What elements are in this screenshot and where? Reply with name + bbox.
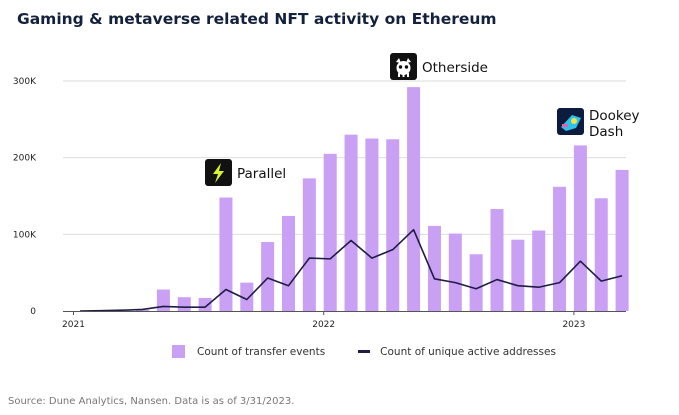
- chart-title: Gaming & metaverse related NFT activity …: [17, 10, 497, 28]
- dookey-dash-logo-icon: [557, 108, 584, 135]
- y-tick-label: 200K: [13, 154, 37, 164]
- y-tick-label: 300K: [13, 77, 37, 87]
- annotation-parallel: Parallel: [205, 159, 286, 186]
- bar: [219, 197, 233, 311]
- x-axis-ticks: 2021 2022 2023: [62, 320, 585, 330]
- source-note: Source: Dune Analytics, Nansen. Data is …: [8, 396, 295, 407]
- y-tick-label: 100K: [13, 230, 37, 240]
- bar: [427, 225, 441, 311]
- annotation-otherside: Otherside: [390, 53, 488, 80]
- bar: [344, 134, 358, 311]
- y-axis-ticks: 0 100K 200K 300K: [13, 77, 37, 317]
- x-tick-label: 2022: [312, 320, 335, 330]
- bar: [511, 239, 525, 311]
- x-tick-label: 2021: [62, 320, 85, 330]
- bar: [365, 138, 379, 311]
- parallel-logo-icon: [205, 159, 232, 186]
- bar: [323, 153, 337, 311]
- bar: [407, 87, 421, 311]
- x-tick-label: 2023: [562, 320, 585, 330]
- annotation-dookey-dash: Dookey Dash: [557, 108, 640, 140]
- bars: [94, 87, 629, 311]
- bar: [240, 282, 254, 311]
- annotation-label-otherside: Otherside: [422, 60, 488, 76]
- annotation-label-dookey: Dookey: [589, 108, 640, 124]
- annotation-label-dash: Dash: [589, 124, 623, 140]
- bar: [573, 145, 587, 311]
- legend-swatch-bars: [172, 345, 185, 358]
- bar: [553, 186, 567, 311]
- bar: [156, 289, 170, 311]
- x-axis: [63, 311, 626, 315]
- bar: [282, 215, 295, 311]
- bar: [532, 230, 546, 311]
- bar: [490, 209, 504, 311]
- legend: Count of transfer events Count of unique…: [172, 345, 589, 358]
- gridlines: [63, 80, 626, 235]
- legend-swatch-line: [358, 350, 371, 353]
- otherside-logo-icon: [390, 53, 417, 80]
- bar: [594, 198, 608, 311]
- legend-label-active-addresses: Count of unique active addresses: [380, 345, 556, 358]
- series-line: [79, 228, 623, 312]
- y-tick-label: 0: [30, 307, 36, 317]
- bar: [448, 233, 462, 311]
- bar: [469, 254, 483, 311]
- legend-item-transfer-events: Count of transfer events: [172, 345, 325, 358]
- bar: [177, 297, 191, 311]
- bar: [615, 169, 629, 311]
- bar: [386, 139, 400, 311]
- bar: [261, 242, 275, 311]
- bar: [136, 309, 150, 311]
- legend-item-active-addresses: Count of unique active addresses: [358, 346, 556, 358]
- legend-label-transfer-events: Count of transfer events: [197, 345, 326, 358]
- bar: [302, 178, 316, 311]
- active-addresses-line: [79, 228, 623, 312]
- bar: [198, 297, 212, 311]
- annotation-label-parallel: Parallel: [237, 166, 286, 182]
